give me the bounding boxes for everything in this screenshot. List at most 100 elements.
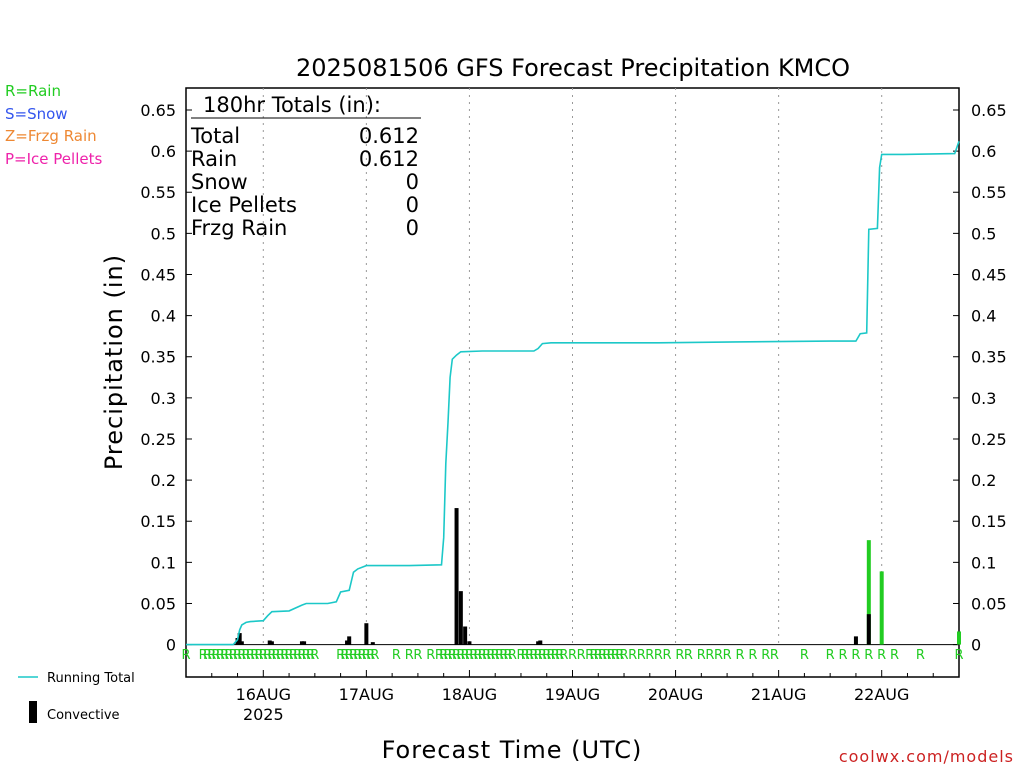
rain-marker: R [297,648,306,663]
rain-marker: R [607,648,616,663]
rain-marker: R [216,648,225,663]
convective-bar [370,642,375,645]
y-tick-label-left: 0.65 [140,101,176,120]
y-axis-label: Precipitation (in) [100,254,128,470]
rain-marker: R [293,648,302,663]
rain-marker: R [890,648,899,663]
rain-marker: R [628,648,637,663]
rain-marker: R [254,648,263,663]
y-tick-label-right: 0.6 [971,142,996,161]
rain-marker: R [748,648,757,663]
rain-marker: R [684,648,693,663]
rain-marker: R [224,648,233,663]
y-tick-label-left: 0.4 [151,307,176,326]
x-tick-label: 22AUG [854,685,909,704]
rain-marker: R [916,648,925,663]
rain-marker: R [456,648,465,663]
rain-marker: R [452,648,461,663]
y-tick-label-right: 0.2 [971,471,996,490]
y-axis-ticks: 0 00.05 0.050.1 0.10.15 0.150.2 0.20.25 0.250.… [140,101,1006,655]
rain-marker: R [486,648,495,663]
rain-marker: R [233,648,242,663]
rain-marker: R [611,648,620,663]
convective-bar [538,640,543,645]
rain-marker: R [482,648,491,663]
rain-marker: R [723,648,732,663]
rain-marker: R [620,648,629,663]
totals-rain-value: 0.612 [359,147,419,171]
totals-frzg-rain-label: Frzg Rain [191,216,287,240]
rain-marker: R [181,648,190,663]
rain-marker: R [645,648,654,663]
convective-bar [345,640,350,645]
rain-bar [879,571,884,645]
convective-bar [237,633,242,645]
running-total-line [186,141,960,646]
rain-marker: R [864,648,873,663]
rain-marker: R [358,648,367,663]
y-tick-label-left: 0.35 [140,348,176,367]
rain-marker: R [585,648,594,663]
rain-marker: R [285,648,294,663]
rain-marker: R [246,648,255,663]
rain-marker: R [310,648,319,663]
rain-marker: R [491,648,500,663]
rain-marker: R [714,648,723,663]
chart-title: 2025081506 GFS Forecast Precipitation KM… [296,54,850,82]
rain-marker: R [761,648,770,663]
rain-marker: R [534,648,543,663]
rain-marker: R [538,648,547,663]
rain-bar [866,540,871,645]
rain-marker: R [508,648,517,663]
y-tick-label-left: 0.15 [140,512,176,531]
y-tick-label-right: 0.4 [971,307,996,326]
rain-marker: R [448,648,457,663]
rain-marker: R [675,648,684,663]
y-tick-label-right: 0.45 [971,265,1007,284]
rain-marker: R [426,648,435,663]
totals-rain-label: Rain [191,147,237,171]
rain-marker: R [302,648,311,663]
rain-marker: R [280,648,289,663]
rain-marker: R [851,648,860,663]
rain-marker: R [589,648,598,663]
legend-ice-pellets: P=Ice Pellets [5,150,102,168]
x-tick-label: 20AUG [648,685,703,704]
rain-marker: R [525,648,534,663]
rain-marker: R [229,648,238,663]
rain-marker: R [705,648,714,663]
rain-marker: R [637,648,646,663]
rain-marker: R [267,648,276,663]
y-tick-label-right: 0.5 [971,224,996,243]
rain-marker: R [336,648,345,663]
y-tick-label-right: 0.1 [971,553,996,572]
rain-bar [957,631,961,645]
convective-legend-swatch [29,701,37,723]
totals-box: 180hr Totals (in): Total 0.612 Rain 0.61… [190,93,421,240]
rain-marker: R [521,648,530,663]
y-tick-label-left: 0.3 [151,389,176,408]
y-tick-label-right: 0.65 [971,101,1007,120]
convective-bar [299,641,304,645]
y-tick-label-right: 0.05 [971,594,1007,613]
convective-bar [364,623,369,645]
x-tick-sublabel: 2025 [243,705,284,724]
rain-marker: R [392,648,401,663]
legend-rain: R=Rain [5,82,61,100]
rain-marker: R [289,648,298,663]
rain-marker: R [662,648,671,663]
running-total-legend-label: Running Total [47,671,135,686]
y-tick-label-left: 0.6 [151,142,176,161]
rain-marker: R [340,648,349,663]
precip-bars [235,508,961,645]
rain-marker: R [598,648,607,663]
totals-frzg-rain-value: 0 [406,216,419,240]
rain-marker: R [469,648,478,663]
convective-bar [853,636,858,645]
convective-bar [536,641,541,645]
x-axis-label: Forecast Time (UTC) [382,736,643,764]
rain-marker: R [499,648,508,663]
rain-marker: R [203,648,212,663]
